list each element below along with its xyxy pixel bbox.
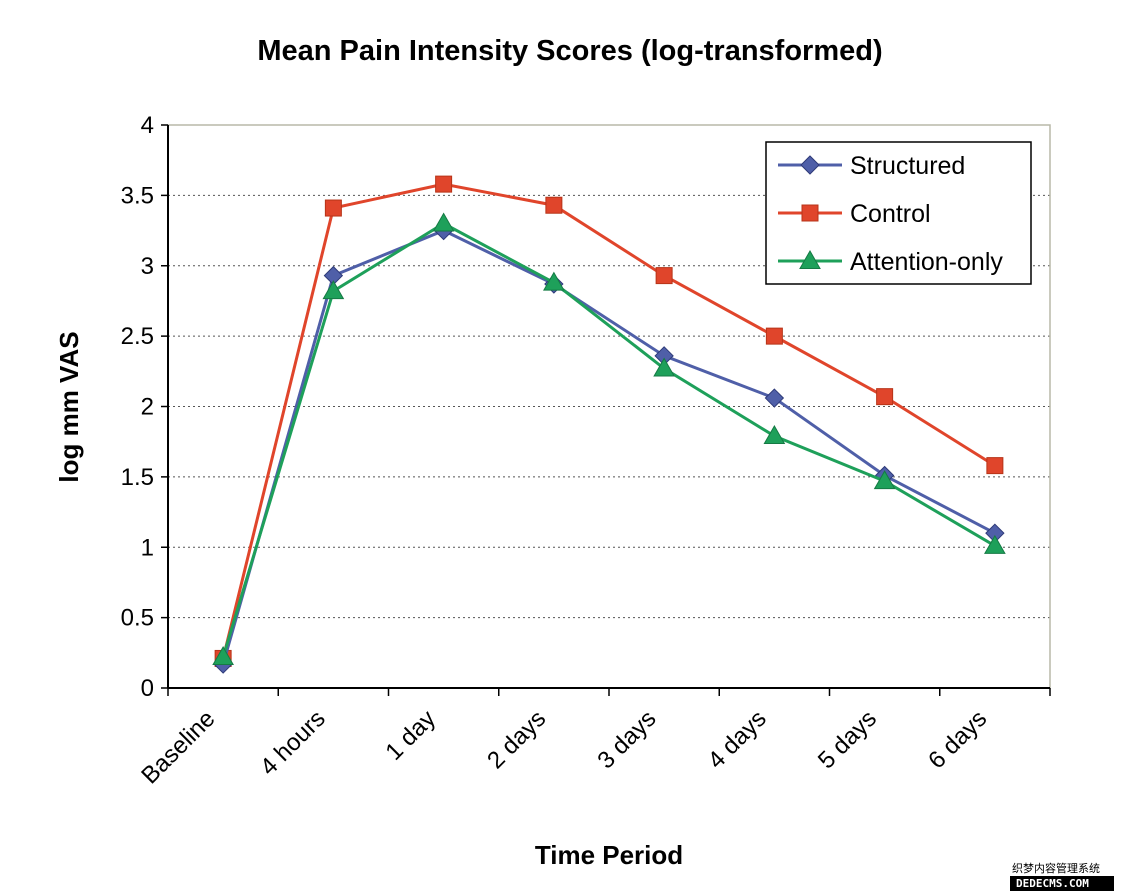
legend-marker bbox=[799, 249, 821, 269]
data-point bbox=[324, 199, 342, 217]
data-point bbox=[765, 327, 783, 345]
y-axis-title: log mm VAS bbox=[54, 331, 84, 482]
y-tick-label: 0.5 bbox=[121, 605, 154, 632]
data-point bbox=[986, 457, 1004, 475]
data-point bbox=[212, 646, 234, 666]
x-tick-label: 3 days bbox=[592, 705, 661, 774]
data-point bbox=[984, 534, 1006, 554]
watermark-band bbox=[1010, 876, 1114, 891]
series-line bbox=[221, 228, 996, 665]
series-layer bbox=[212, 175, 1006, 674]
legend-marker bbox=[800, 155, 820, 175]
series-line bbox=[221, 221, 996, 658]
data-point bbox=[543, 271, 565, 291]
y-tick-label: 0 bbox=[141, 675, 154, 702]
x-tick-label: 4 hours bbox=[255, 705, 331, 781]
y-tick-label: 2 bbox=[141, 394, 154, 421]
y-tick-label: 4 bbox=[141, 112, 154, 139]
data-point bbox=[545, 196, 563, 214]
chart-title: Mean Pain Intensity Scores (log-transfor… bbox=[257, 35, 882, 67]
watermark: 织梦内容管理系统 DEDECMS.COM bbox=[1010, 861, 1114, 891]
x-tick-label: Baseline bbox=[136, 705, 220, 789]
x-tick-label: 2 days bbox=[482, 705, 551, 774]
x-tick-label: 1 day bbox=[380, 705, 441, 766]
data-point bbox=[653, 357, 675, 377]
data-point bbox=[655, 267, 673, 285]
data-point bbox=[873, 470, 896, 490]
data-point bbox=[322, 280, 345, 300]
y-tick-label: 1.5 bbox=[121, 464, 154, 491]
x-tick-label: 6 days bbox=[923, 705, 992, 774]
y-tick-label: 2.5 bbox=[121, 323, 154, 350]
data-point bbox=[763, 425, 786, 445]
x-tick-label: 5 days bbox=[813, 705, 882, 774]
data-point bbox=[432, 212, 455, 232]
data-point bbox=[876, 388, 894, 406]
x-axis-title: Time Period bbox=[535, 840, 683, 870]
data-point bbox=[764, 388, 785, 408]
legend-label: Structured bbox=[850, 152, 965, 180]
y-axis-ticks: 0 0.5 1 1.5 2 2.5 3 3.5 4 bbox=[121, 112, 169, 702]
legend-label: Attention-only bbox=[850, 248, 1003, 276]
y-tick-label: 3.5 bbox=[121, 182, 154, 209]
y-tick-label: 1 bbox=[141, 534, 154, 561]
legend-label: Control bbox=[850, 200, 931, 228]
legend-marker bbox=[801, 204, 819, 222]
legend: Structured Control Attention-only bbox=[765, 141, 1032, 285]
data-point bbox=[435, 175, 453, 193]
watermark-line2: DEDECMS.COM bbox=[1016, 877, 1089, 890]
x-axis-ticks: Baseline 4 hours 1 day 2 days 3 days 4 days 5 … bbox=[136, 687, 1051, 789]
series-attention-only bbox=[212, 212, 1006, 666]
x-tick-label: 4 days bbox=[703, 705, 772, 774]
y-tick-label: 3 bbox=[141, 253, 154, 280]
watermark-line1: 织梦内容管理系统 bbox=[1012, 861, 1100, 875]
series-line bbox=[221, 182, 996, 659]
